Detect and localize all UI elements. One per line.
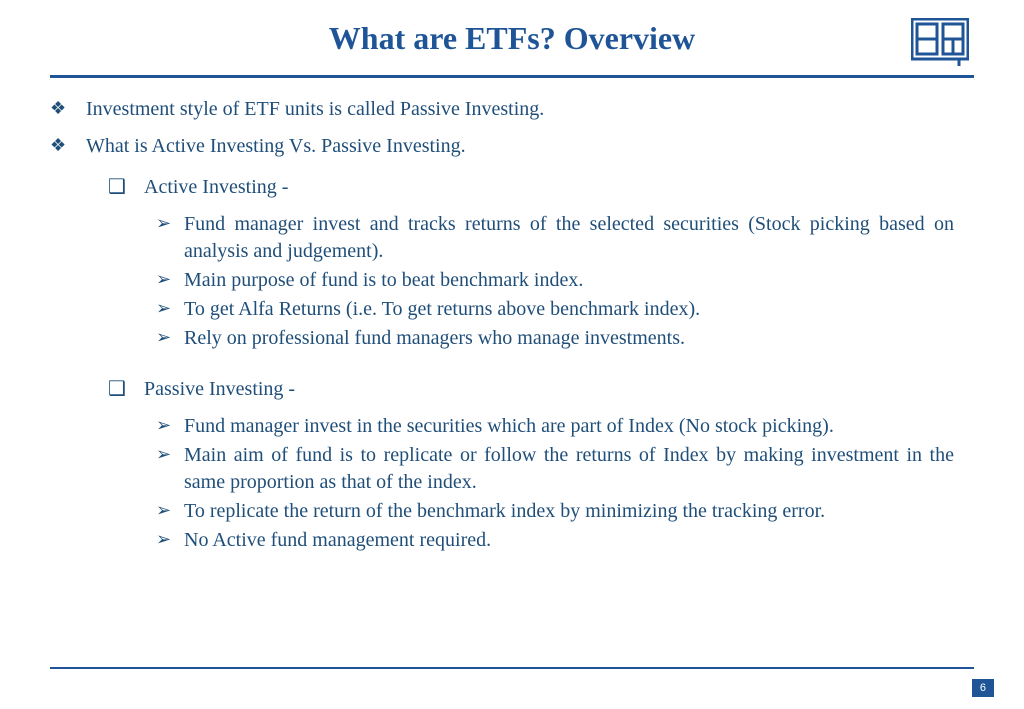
arrow-bullet-icon: ➢ — [156, 498, 184, 525]
bullet-level1: ❖ Investment style of ETF units is calle… — [50, 96, 974, 123]
bullet-text: Main purpose of fund is to beat benchmar… — [184, 267, 954, 294]
bullet-level3: ➢ No Active fund management required. — [156, 527, 954, 554]
arrow-bullet-icon: ➢ — [156, 442, 184, 496]
section-heading: Active Investing - — [144, 174, 974, 201]
arrow-bullet-icon: ➢ — [156, 296, 184, 323]
slide-content: ❖ Investment style of ETF units is calle… — [0, 78, 1024, 554]
square-bullet-icon: ❑ — [108, 376, 144, 403]
footer-divider — [50, 667, 974, 669]
page-number: 6 — [972, 679, 994, 697]
bullet-text: Main aim of fund is to replicate or foll… — [184, 442, 954, 496]
arrow-bullet-icon: ➢ — [156, 527, 184, 554]
bullet-text: Fund manager invest in the securities wh… — [184, 413, 954, 440]
bullet-text: What is Active Investing Vs. Passive Inv… — [86, 133, 974, 160]
bullet-level3: ➢ To get Alfa Returns (i.e. To get retur… — [156, 296, 954, 323]
bullet-text: Fund manager invest and tracks returns o… — [184, 211, 954, 265]
bullet-level2: ❑ Passive Investing - — [108, 376, 974, 403]
bullet-level1: ❖ What is Active Investing Vs. Passive I… — [50, 133, 974, 160]
bullet-level3: ➢ Main aim of fund is to replicate or fo… — [156, 442, 954, 496]
bullet-level2: ❑ Active Investing - — [108, 174, 974, 201]
bullet-text: Rely on professional fund managers who m… — [184, 325, 954, 352]
arrow-bullet-icon: ➢ — [156, 211, 184, 265]
slide-title: What are ETFs? Overview — [329, 20, 695, 57]
square-bullet-icon: ❑ — [108, 174, 144, 201]
sebi-logo — [911, 18, 969, 71]
bullet-text: To replicate the return of the benchmark… — [184, 498, 954, 525]
bullet-level3: ➢ To replicate the return of the benchma… — [156, 498, 954, 525]
diamond-bullet-icon: ❖ — [50, 96, 86, 123]
bullet-text: To get Alfa Returns (i.e. To get returns… — [184, 296, 954, 323]
arrow-bullet-icon: ➢ — [156, 413, 184, 440]
bullet-level3: ➢ Fund manager invest in the securities … — [156, 413, 954, 440]
arrow-bullet-icon: ➢ — [156, 267, 184, 294]
sub-list: ➢ Fund manager invest in the securities … — [156, 413, 954, 554]
bullet-text: No Active fund management required. — [184, 527, 954, 554]
bullet-text: Investment style of ETF units is called … — [86, 96, 974, 123]
section-heading: Passive Investing - — [144, 376, 974, 403]
bullet-level3: ➢ Rely on professional fund managers who… — [156, 325, 954, 352]
slide-header: What are ETFs? Overview — [0, 0, 1024, 67]
sub-list: ➢ Fund manager invest and tracks returns… — [156, 211, 954, 352]
bullet-level3: ➢ Main purpose of fund is to beat benchm… — [156, 267, 954, 294]
diamond-bullet-icon: ❖ — [50, 133, 86, 160]
arrow-bullet-icon: ➢ — [156, 325, 184, 352]
bullet-level3: ➢ Fund manager invest and tracks returns… — [156, 211, 954, 265]
